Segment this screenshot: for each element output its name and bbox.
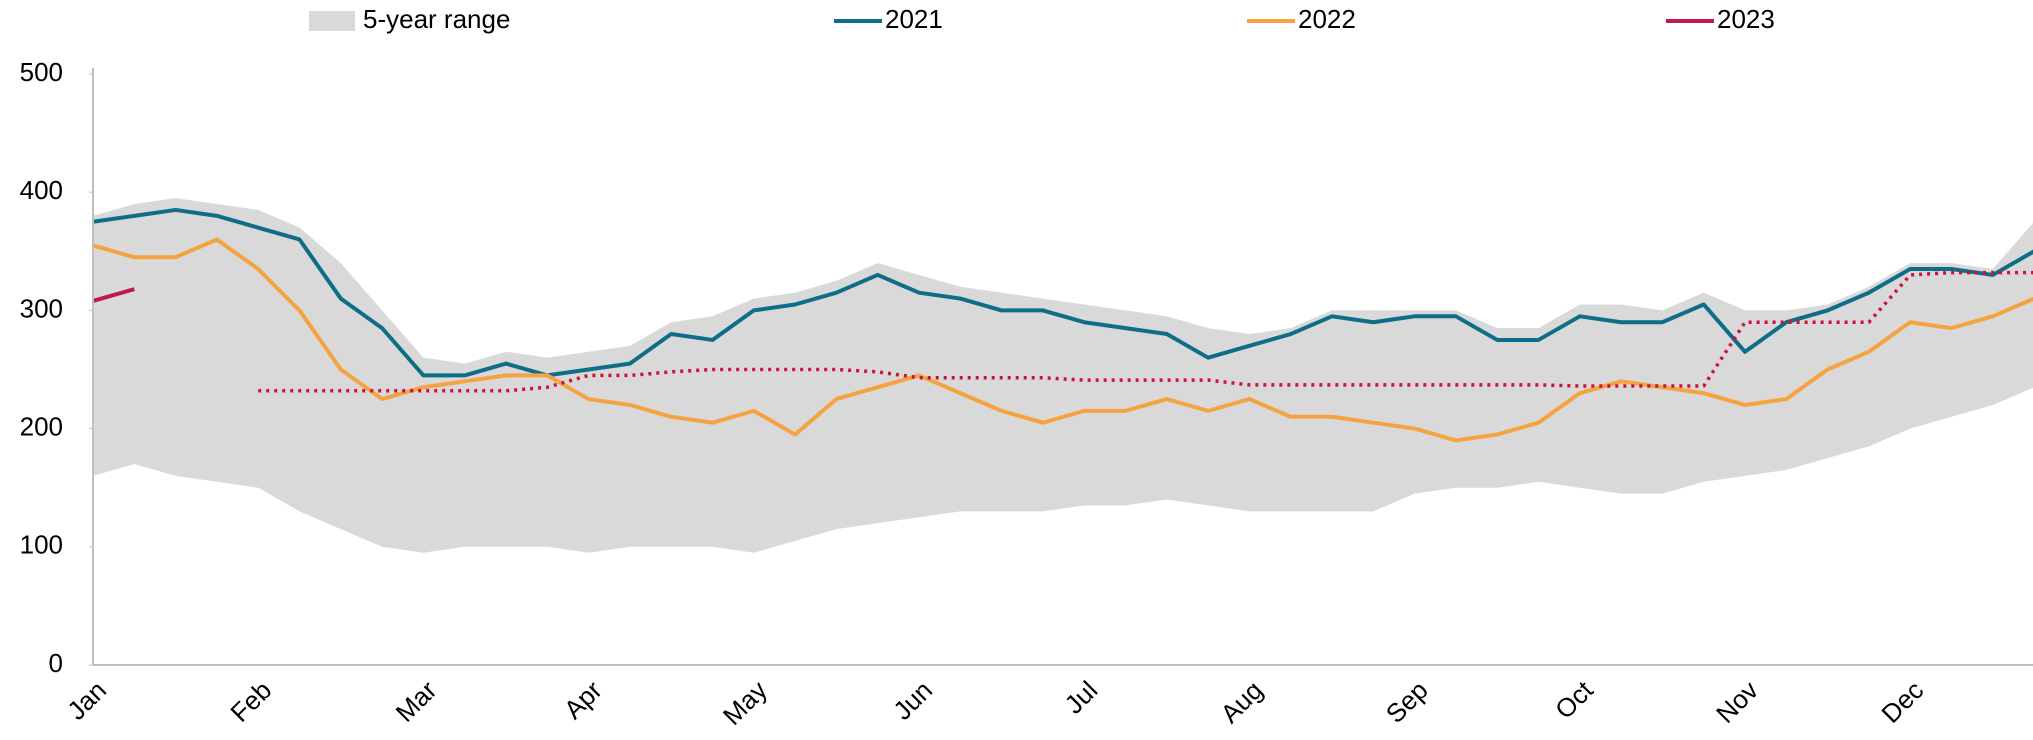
y-tick-label: 500 — [20, 57, 63, 87]
legend-label: 2022 — [1298, 4, 1356, 34]
x-tick-label: Sep — [1380, 675, 1434, 729]
x-tick-label: May — [717, 675, 773, 731]
x-tick-label: Jan — [61, 675, 112, 726]
y-tick-label: 300 — [20, 293, 63, 323]
x-tick-label: Jun — [887, 675, 938, 726]
y-tick-label: 400 — [20, 175, 63, 205]
y-tick-label: 0 — [49, 648, 63, 678]
x-tick-label: Oct — [1549, 674, 1599, 724]
series-line — [92, 207, 2033, 378]
x-tick-label: Nov — [1710, 675, 1764, 729]
range-area — [93, 198, 2033, 553]
legend-swatch — [309, 11, 355, 31]
series-line — [92, 287, 135, 303]
x-tick-label: Dec — [1875, 675, 1929, 729]
x-tick-label: Aug — [1215, 675, 1269, 729]
x-tick-label: Apr — [558, 675, 608, 725]
x-tick-label: Feb — [224, 675, 277, 728]
y-tick-label: 100 — [20, 530, 63, 560]
legend-label: 2023 — [1717, 4, 1775, 34]
legend-label: 2021 — [885, 4, 943, 34]
x-tick-label: Mar — [390, 675, 443, 728]
x-tick-label: Jul — [1059, 675, 1104, 720]
legend-label: 5-year range — [363, 4, 510, 34]
series-line — [258, 270, 2033, 393]
y-tick-label: 200 — [20, 411, 63, 441]
series-line — [92, 237, 2033, 443]
